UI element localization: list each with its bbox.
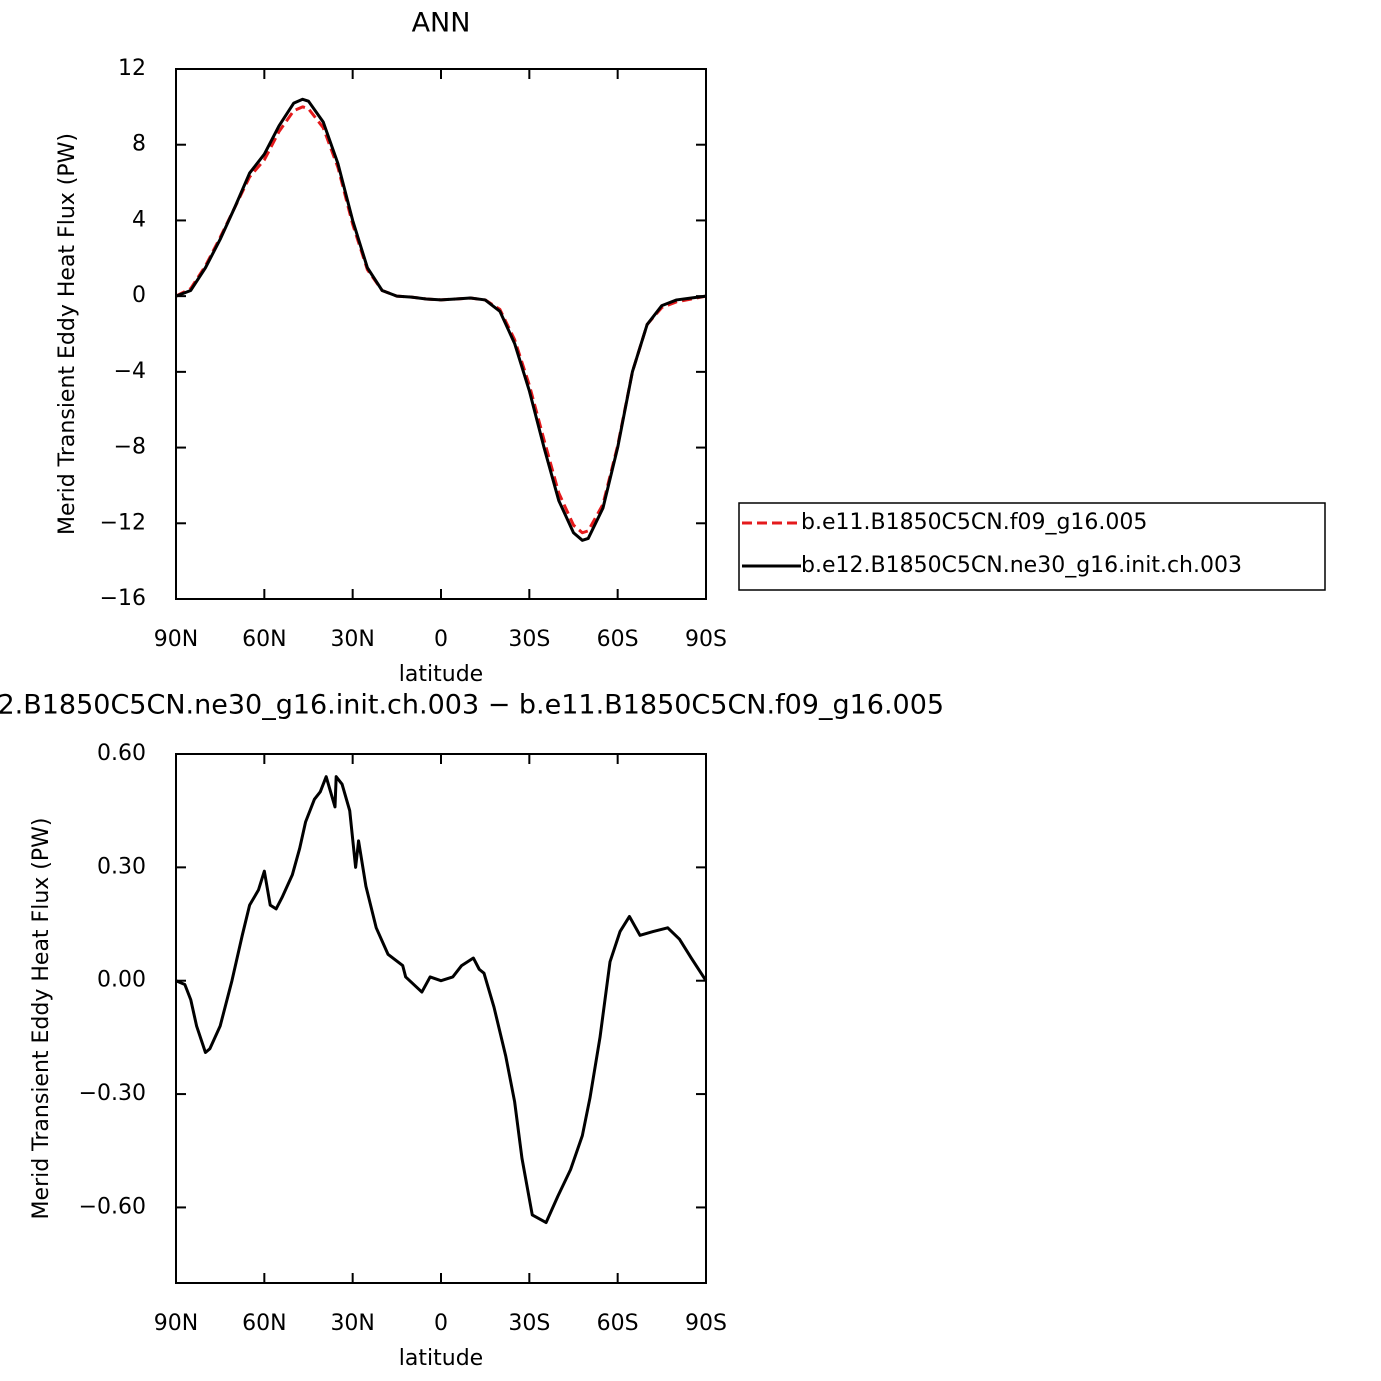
x-tick-label: 60N	[242, 627, 286, 652]
data-line	[175, 775, 708, 1225]
x-tick-label: 90N	[154, 627, 198, 652]
x-tick-label: 60S	[597, 627, 639, 652]
plot-frame	[175, 753, 707, 1284]
legend-box	[738, 502, 1326, 591]
x-tick-label: 30S	[508, 627, 550, 652]
y-tick-label: −0.60	[79, 1194, 146, 1219]
y-tick-label: 8	[132, 132, 146, 157]
y-tick-label: −12	[100, 510, 146, 535]
y-tick-label: −8	[114, 435, 146, 460]
y-tick-label: −16	[100, 586, 146, 611]
y-tick-label: −4	[114, 359, 146, 384]
x-axis-label: latitude	[399, 1346, 483, 1371]
data-line	[175, 105, 707, 535]
legend-label: b.e12.B1850C5CN.ne30_g16.init.ch.003	[801, 553, 1242, 578]
y-tick-label: −0.30	[79, 1081, 146, 1106]
x-tick-label: 0	[434, 1311, 448, 1336]
x-tick-label: 60N	[242, 1311, 286, 1336]
x-tick-label: 60S	[597, 1311, 639, 1336]
y-tick-label: 0.60	[97, 741, 146, 766]
x-tick-label: 90S	[685, 627, 727, 652]
y-axis-label: Merid Transient Eddy Heat Flux (PW)	[55, 133, 80, 535]
x-axis-label: latitude	[399, 662, 483, 687]
data-line	[175, 97, 707, 542]
y-tick-label: 0.00	[97, 968, 146, 993]
x-tick-label: 90S	[685, 1311, 727, 1336]
y-axis-label: Merid Transient Eddy Heat Flux (PW)	[29, 818, 54, 1220]
y-tick-label: 0.30	[97, 854, 146, 879]
plot-frame	[175, 68, 707, 600]
y-tick-label: 0	[132, 283, 146, 308]
chart-title: b.e12.B1850C5CN.ne30_g16.init.ch.003 − b…	[0, 690, 944, 721]
y-tick-label: 4	[132, 207, 146, 232]
x-tick-label: 30N	[330, 627, 374, 652]
y-tick-label: 12	[118, 56, 146, 81]
chart-title: ANN	[412, 8, 471, 39]
x-tick-label: 90N	[154, 1311, 198, 1336]
x-tick-label: 30S	[508, 1311, 550, 1336]
x-tick-label: 0	[434, 627, 448, 652]
x-tick-label: 30N	[330, 1311, 374, 1336]
legend-label: b.e11.B1850C5CN.f09_g16.005	[801, 510, 1147, 535]
